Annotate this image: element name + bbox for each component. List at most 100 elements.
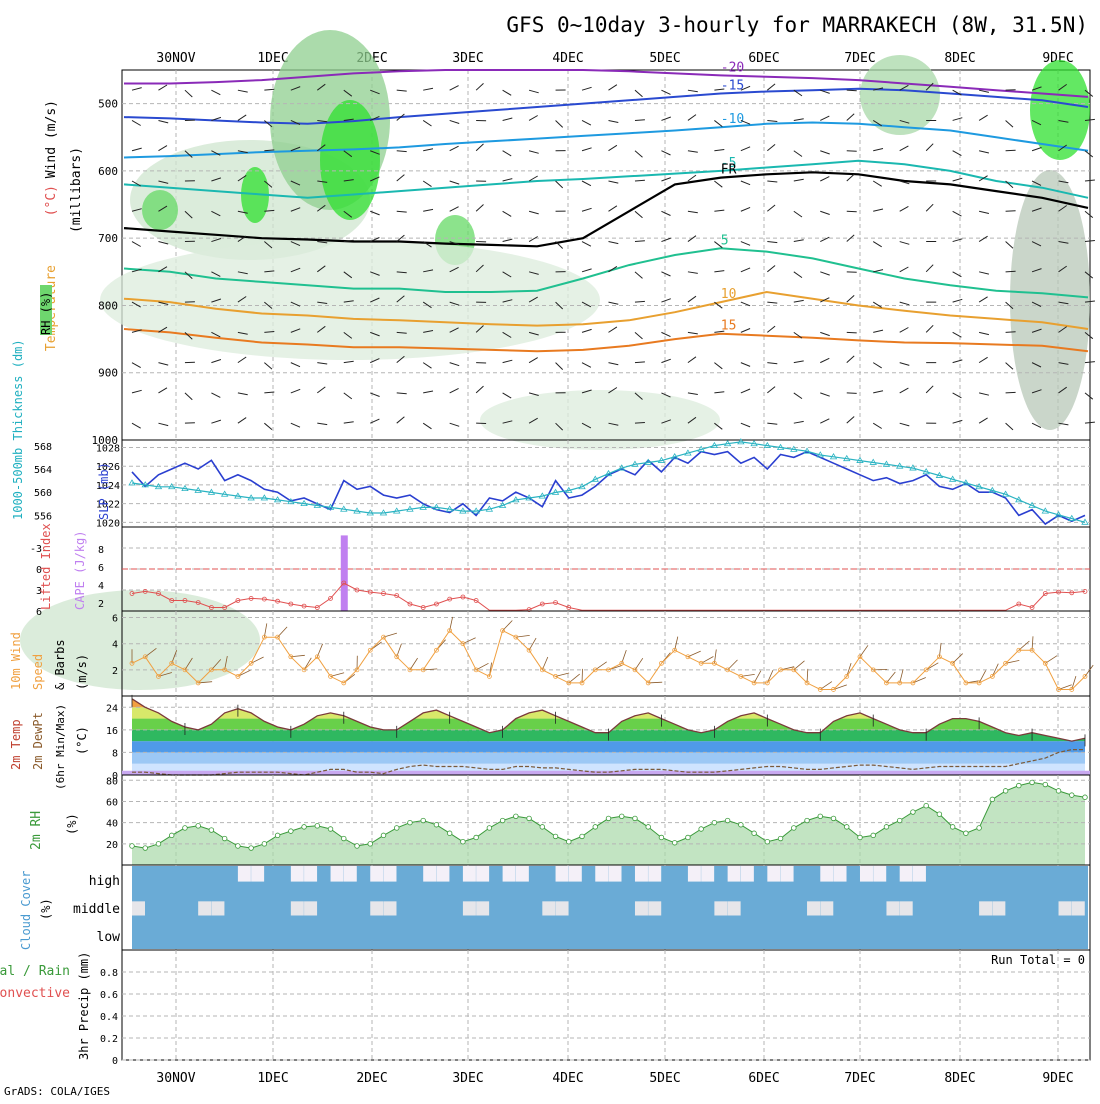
bottom-date-label: 5DEC [649, 1071, 680, 1086]
wind-barb [450, 146, 459, 151]
wind-barb [820, 177, 829, 181]
temp-band [122, 707, 1090, 718]
wind-barb [291, 363, 300, 367]
clear-sky-cell [238, 866, 251, 882]
wind-barb [317, 363, 327, 364]
wind-barb [211, 90, 220, 95]
wind-barb [741, 207, 750, 211]
rh-marker [699, 827, 704, 832]
clear-sky-cell [781, 866, 794, 882]
clear-sky-cell [423, 866, 436, 882]
rh-marker [540, 825, 545, 830]
wind-barb [926, 386, 933, 393]
wind-barb [820, 332, 829, 335]
temp-band [122, 752, 1090, 763]
wind-barb [1006, 271, 1016, 272]
wind-barb [158, 120, 168, 122]
rh-marker [580, 834, 585, 839]
bottom-date-label: 1DEC [257, 1071, 288, 1086]
wind-barb [609, 85, 617, 90]
wind-barb [450, 86, 459, 91]
wind-barb [900, 242, 910, 245]
rh-marker [593, 825, 598, 830]
wind-barb [661, 178, 670, 181]
panel-frame [122, 611, 1090, 696]
clear-sky-cell [211, 901, 224, 915]
bottom-date-label: 3DEC [452, 1071, 483, 1086]
wind-barb [979, 115, 987, 120]
clear-sky-cell [251, 866, 264, 882]
credit-label: GrADS: COLA/IGES [4, 1085, 110, 1098]
wind-barb [1085, 180, 1095, 181]
wind-barb [158, 423, 168, 425]
lifted-index-line [132, 583, 1085, 610]
wind-barb [767, 387, 775, 393]
wind-barb [661, 272, 670, 276]
wind-barb [529, 358, 538, 363]
clear-sky-cell [198, 901, 211, 915]
wind-barb [185, 90, 192, 97]
wind-barb [953, 299, 963, 302]
wind-barb [714, 392, 724, 393]
clear-sky-cell [132, 901, 145, 915]
cloud-unit-label: (%) [39, 898, 53, 920]
wind-barb [741, 268, 750, 272]
wind-barb [820, 393, 829, 396]
wind-barb [741, 181, 750, 185]
wind-barb [503, 239, 513, 241]
y-tick-left: 560 [34, 488, 52, 499]
wind-barb [688, 296, 696, 302]
rh-axis-label: 2m RH [29, 811, 44, 850]
rh-marker [249, 846, 254, 851]
wind-barb [873, 363, 881, 368]
wind-barb [397, 175, 405, 181]
wind-barb [397, 211, 407, 212]
wind-barb [450, 181, 460, 184]
wind-barb [1006, 423, 1013, 430]
wind-barb [344, 393, 352, 399]
wind-barb [582, 242, 591, 247]
temp-band [122, 741, 1090, 752]
wind-barb [900, 267, 909, 272]
temp-band [122, 696, 1090, 707]
rh-area [132, 782, 1085, 865]
wind-barb [609, 242, 619, 244]
bottom-date-label: 8DEC [944, 1071, 975, 1086]
wind-barb [635, 211, 643, 218]
clear-sky-cell [542, 901, 555, 915]
clear-sky-cell [834, 866, 847, 882]
cape-bar [341, 535, 348, 611]
wind-barb [714, 271, 724, 272]
precip-axis-label: 3hr Precip (mm) [77, 952, 91, 1060]
rh-marker [739, 822, 744, 827]
wind-barb [132, 88, 142, 91]
wind-barb [714, 363, 722, 369]
clear-sky-cell [291, 901, 304, 915]
wind-barb [609, 363, 619, 365]
wind-barb [847, 174, 854, 181]
wind-barb [450, 423, 460, 426]
wind-barb [767, 423, 777, 424]
wind-barb [1085, 241, 1095, 242]
wind-barb [609, 206, 617, 211]
wind-barb [953, 332, 962, 337]
rh-marker [686, 835, 691, 840]
slp-axis-label: SLP (mb) [97, 462, 111, 520]
rh-marker [156, 842, 161, 847]
clear-sky-cell [463, 866, 476, 882]
wind-barb [503, 118, 513, 120]
clear-sky-cell [436, 866, 449, 882]
wind-barb [688, 357, 696, 363]
wind-barb [661, 299, 670, 302]
wind-barb [873, 330, 883, 332]
rh-marker [672, 840, 677, 845]
panel-frame [122, 950, 1090, 1060]
rh-marker [924, 803, 929, 808]
wind-barb [979, 357, 987, 362]
rh-marker [209, 828, 214, 833]
rh-marker [302, 825, 307, 830]
wind-barb [847, 295, 854, 302]
rh-marker [315, 824, 320, 829]
